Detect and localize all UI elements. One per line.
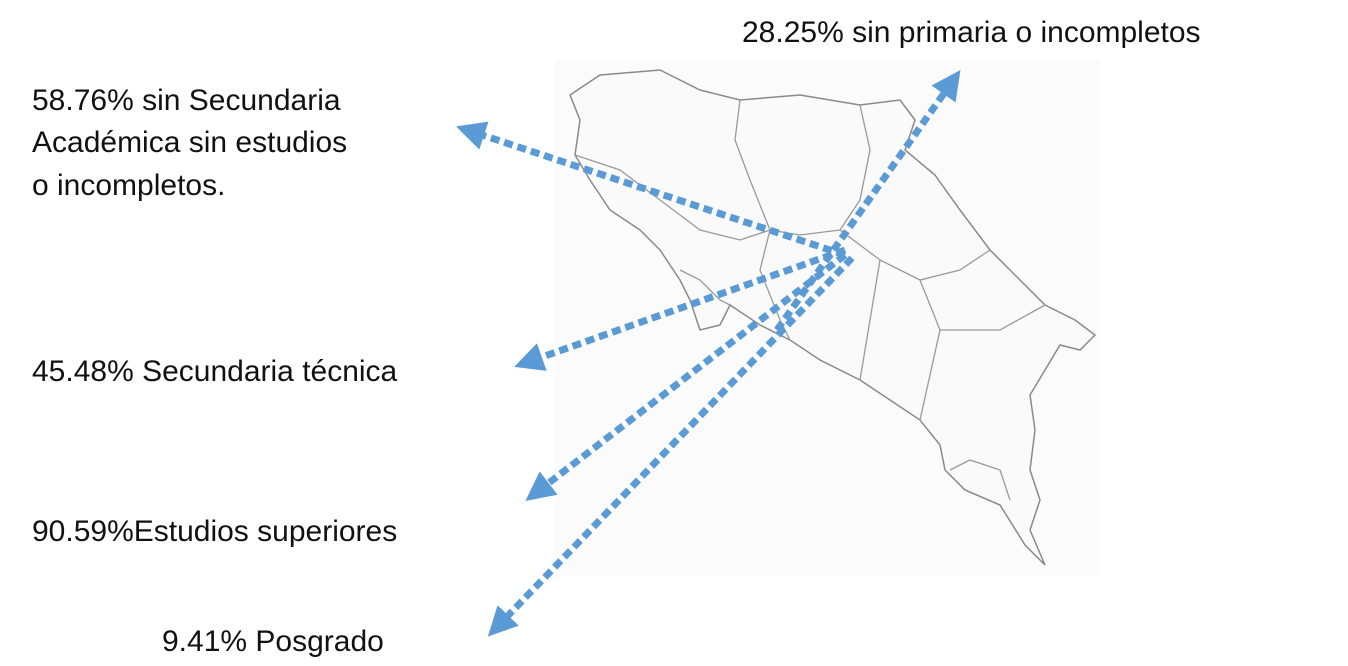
label-line: 28.25% sin primaria o incompletos xyxy=(742,16,1201,49)
map-outline xyxy=(569,69,1097,566)
label: 45.48% Secundaria técnica xyxy=(32,355,398,388)
label-line: 90.59%Estudios superiores xyxy=(32,515,397,548)
arrow xyxy=(456,121,847,259)
label: 28.25% sin primaria o incompletos xyxy=(742,16,1201,49)
arrows xyxy=(456,69,961,637)
label: 90.59%Estudios superiores xyxy=(32,515,397,548)
arrow xyxy=(514,246,847,371)
label-line: 45.48% Secundaria técnica xyxy=(32,355,398,388)
label: 9.41% Posgrado xyxy=(162,625,384,658)
label: 58.76% sin Secundaria Académica sin estu… xyxy=(32,84,356,202)
arrow xyxy=(525,252,848,501)
label-line: 9.41% Posgrado xyxy=(162,625,384,658)
arrow xyxy=(774,69,961,333)
label-line: Académica sin estudios xyxy=(32,126,347,159)
label-line: o incompletos. xyxy=(32,169,225,202)
label-line: 58.76% sin Secundaria xyxy=(32,84,341,117)
map xyxy=(555,60,1100,575)
map-borders xyxy=(574,99,1046,501)
arrow xyxy=(487,255,855,637)
